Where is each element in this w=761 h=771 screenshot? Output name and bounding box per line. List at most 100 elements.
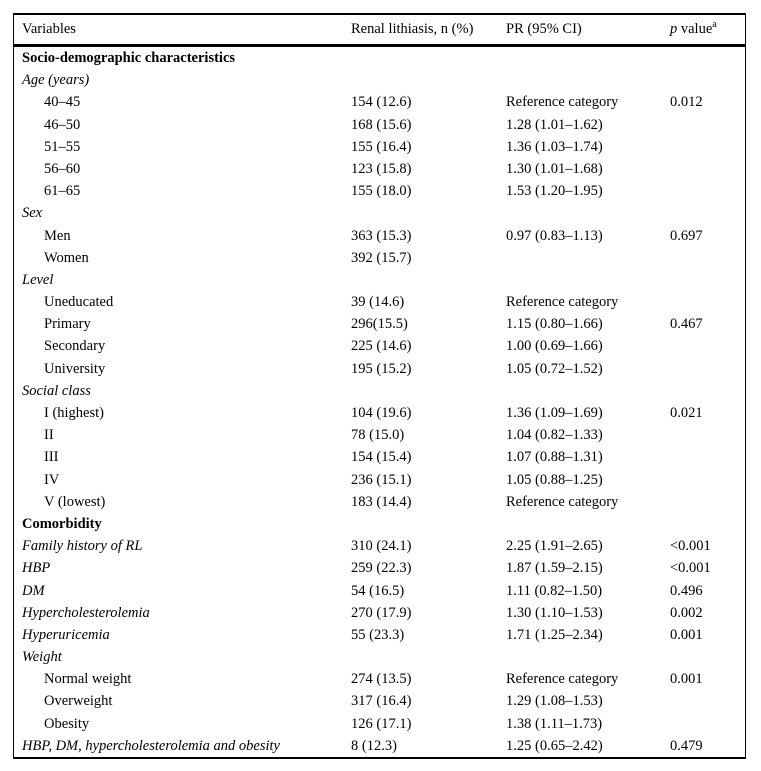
cell-n-percent: 296(15.5) (351, 316, 408, 333)
cell-pr-ci: 1.04 (0.82–1.33) (506, 427, 603, 444)
cell-variable: Primary (44, 316, 91, 333)
table-row: Social class (14, 380, 745, 402)
cell-variable: Overweight (44, 693, 113, 710)
header-pr-ci: PR (95% CI) (506, 21, 582, 37)
table-row: Socio-demographic characteristics (14, 47, 745, 69)
table-row: II 78 (15.0) 1.04 (0.82–1.33) (14, 424, 745, 446)
cell-n-percent: 78 (15.0) (351, 427, 405, 444)
cell-p-value (668, 491, 745, 513)
cell-p-value: <0.001 (670, 560, 711, 577)
cell-p-value: 0.496 (670, 582, 703, 599)
cell-variable: Obesity (44, 715, 90, 732)
cell-pr-ci: 1.11 (0.82–1.50) (506, 582, 603, 599)
cell-n-percent (351, 47, 506, 69)
header-renal-lithiasis: Renal lithiasis, n (%) (351, 21, 474, 37)
cell-p-value (668, 69, 745, 91)
table-row: IV 236 (15.1) 1.05 (0.88–1.25) (14, 469, 745, 491)
cell-variable: Socio-demographic characteristics (22, 50, 236, 66)
cell-pr-ci: Reference category (506, 493, 619, 510)
table-row: 61–65 155 (18.0) 1.53 (1.20–1.95) (14, 180, 745, 202)
cell-p-value (668, 180, 745, 202)
cell-p-value: 0.479 (670, 737, 703, 754)
cell-p-value (668, 114, 745, 136)
table-row: Overweight 317 (16.4) 1.29 (1.08–1.53) (14, 690, 745, 712)
cell-variable: Hyperuricemia (22, 626, 110, 643)
cell-variable: Weight (22, 649, 62, 666)
cell-variable: HBP, DM, hypercholesterolemia and obesit… (22, 737, 280, 754)
table-row: V (lowest) 183 (14.4) Reference category (14, 491, 745, 513)
cell-pr-ci (506, 247, 668, 269)
table-row: Sex (14, 202, 745, 224)
cell-p-value (668, 513, 745, 535)
cell-n-percent (351, 380, 506, 402)
cell-pr-ci: 1.87 (1.59–2.15) (506, 560, 603, 577)
cell-p-value (668, 47, 745, 69)
cell-variable: I (highest) (44, 405, 104, 421)
cell-variable: III (44, 449, 59, 466)
cell-pr-ci: 1.25 (0.65–2.42) (506, 737, 603, 754)
cell-variable: Secondary (44, 338, 106, 355)
cell-pr-ci: 1.00 (0.69–1.66) (506, 338, 603, 355)
cell-pr-ci (506, 380, 668, 402)
cell-pr-ci: Reference category (506, 671, 619, 688)
table-row: Secondary 225 (14.6) 1.00 (0.69–1.66) (14, 335, 745, 357)
header-p-value: p valuea (668, 15, 745, 44)
cell-n-percent: 104 (19.6) (351, 405, 412, 421)
table-row: Men 363 (15.3) 0.97 (0.83–1.13) 0.697 (14, 225, 745, 247)
cell-pr-ci: 1.30 (1.01–1.68) (506, 160, 603, 177)
cell-n-percent: 39 (14.6) (351, 294, 405, 311)
table-row: DM 54 (16.5) 1.11 (0.82–1.50) 0.496 (14, 580, 745, 602)
cell-n-percent: 155 (16.4) (351, 138, 412, 155)
cell-p-value (668, 158, 745, 180)
cell-variable: 40–45 (44, 94, 81, 111)
cell-pr-ci: 1.71 (1.25–2.34) (506, 626, 603, 643)
cell-pr-ci: 1.36 (1.09–1.69) (506, 405, 603, 421)
footnote-marker-a: a (712, 19, 717, 31)
cell-p-value (668, 690, 745, 712)
table-row: University 195 (15.2) 1.05 (0.72–1.52) (14, 358, 745, 380)
table-row: Comorbidity (14, 513, 745, 535)
cell-n-percent: 363 (15.3) (351, 227, 412, 244)
cell-pr-ci: 1.28 (1.01–1.62) (506, 116, 603, 133)
cell-pr-ci (506, 202, 668, 224)
cell-n-percent: 126 (17.1) (351, 715, 412, 732)
cell-p-value: 0.021 (670, 405, 703, 421)
cell-pr-ci: 0.97 (0.83–1.13) (506, 227, 603, 244)
cell-p-value (668, 358, 745, 380)
table-row: Hypercholesterolemia 270 (17.9) 1.30 (1.10… (14, 602, 745, 624)
cell-variable: V (lowest) (44, 493, 106, 510)
cell-variable: Comorbidity (22, 515, 102, 532)
cell-variable: Social class (22, 382, 91, 399)
cell-pr-ci: 1.29 (1.08–1.53) (506, 693, 603, 710)
cell-n-percent: 54 (16.5) (351, 582, 405, 599)
cell-n-percent: 317 (16.4) (351, 693, 412, 710)
cell-variable: 56–60 (44, 160, 81, 177)
cell-p-value (668, 335, 745, 357)
cell-n-percent: 195 (15.2) (351, 360, 412, 377)
cell-n-percent (351, 202, 506, 224)
cell-variable: Family history of RL (22, 538, 143, 555)
cell-n-percent (351, 646, 506, 668)
table-row: Family history of RL 310 (24.1) 2.25 (1.91… (14, 535, 745, 557)
cell-variable: Hypercholesterolemia (22, 604, 150, 621)
table-row: Obesity 126 (17.1) 1.38 (1.11–1.73) (14, 713, 745, 735)
cell-pr-ci: 1.36 (1.03–1.74) (506, 138, 603, 155)
cell-n-percent: 270 (17.9) (351, 604, 412, 621)
cell-n-percent: 392 (15.7) (351, 249, 412, 266)
cell-p-value: 0.012 (670, 94, 703, 111)
cell-pr-ci (506, 269, 668, 291)
cell-pr-ci (506, 646, 668, 668)
cell-p-value: 0.001 (670, 671, 703, 688)
table-body: Socio-demographic characteristics Age (ye… (14, 47, 745, 757)
cell-pr-ci: 2.25 (1.91–2.65) (506, 538, 603, 555)
cell-n-percent: 259 (22.3) (351, 560, 412, 577)
cell-variable: Age (years) (22, 72, 90, 89)
p-value-italic-p: p (670, 21, 678, 37)
cell-p-value (668, 713, 745, 735)
cell-variable: HBP (22, 560, 51, 577)
cell-p-value (668, 291, 745, 313)
cell-variable: Women (44, 249, 89, 266)
cell-pr-ci: 1.07 (0.88–1.31) (506, 449, 603, 466)
cell-n-percent: 274 (13.5) (351, 671, 412, 688)
cell-p-value (668, 136, 745, 158)
